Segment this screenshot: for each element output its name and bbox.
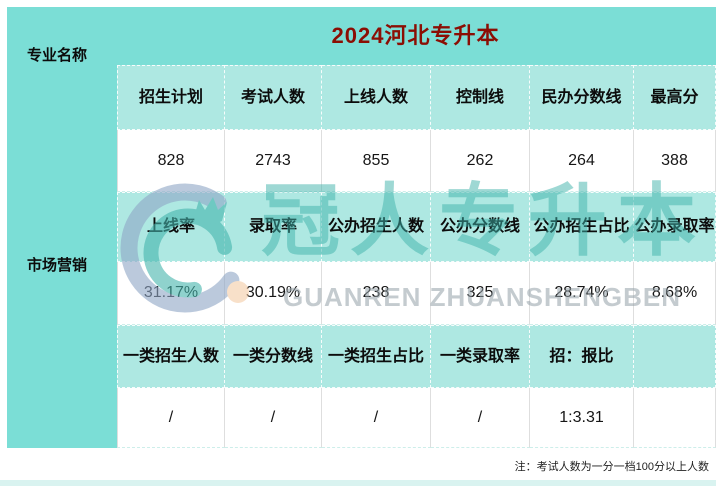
value-cell: 325 xyxy=(431,262,530,325)
column-title-major-name: 专业名称 xyxy=(27,47,88,64)
value-cell: 238 xyxy=(322,262,431,325)
header-cell: 上线率 xyxy=(117,192,225,262)
header-cell: 最高分 xyxy=(634,65,716,130)
page-title: 2024河北专升本 xyxy=(331,23,500,48)
major-name-label: 市场营销 xyxy=(27,257,88,274)
value-cell: 31.17% xyxy=(117,262,225,325)
header-cell: 招生计划 xyxy=(117,65,225,130)
header-cell: 一类招生占比 xyxy=(322,325,431,388)
header-cell: 考试人数 xyxy=(225,65,322,130)
value-cell: 262 xyxy=(431,130,530,192)
value-cell xyxy=(634,388,716,448)
header-cell xyxy=(634,325,716,388)
footnote: 注：考试人数为一分一档100分以上人数 xyxy=(514,461,709,473)
header-cell: 公办招生占比 xyxy=(530,192,634,262)
main-teal-panel: 2024河北专升本 专业名称 市场营销 招生计划 考试人数 上线人数 控制线 民… xyxy=(7,7,716,448)
value-cell: / xyxy=(431,388,530,448)
value-cell: 8.68% xyxy=(634,262,716,325)
value-cell: 30.19% xyxy=(225,262,322,325)
value-cell: 2743 xyxy=(225,130,322,192)
header-cell: 公办分数线 xyxy=(431,192,530,262)
value-cell: / xyxy=(117,388,225,448)
header-cell: 招：报比 xyxy=(530,325,634,388)
value-cell: 388 xyxy=(634,130,716,192)
value-cell: 264 xyxy=(530,130,634,192)
value-cell: 28.74% xyxy=(530,262,634,325)
header-cell: 控制线 xyxy=(431,65,530,130)
stats-table: 招生计划 考试人数 上线人数 控制线 民办分数线 最高分 828 2743 85… xyxy=(117,65,716,448)
header-cell: 公办录取率 xyxy=(634,192,716,262)
value-cell: 855 xyxy=(322,130,431,192)
header-cell: 一类分数线 xyxy=(225,325,322,388)
header-cell: 一类录取率 xyxy=(431,325,530,388)
value-cell: 828 xyxy=(117,130,225,192)
header-cell: 民办分数线 xyxy=(530,65,634,130)
value-cell: / xyxy=(225,388,322,448)
value-cell: / xyxy=(322,388,431,448)
header-cell: 公办招生人数 xyxy=(322,192,431,262)
bottom-accent-strip xyxy=(0,480,716,486)
header-cell: 录取率 xyxy=(225,192,322,262)
header-cell: 一类招生人数 xyxy=(117,325,225,388)
value-cell: 1:3.31 xyxy=(530,388,634,448)
header-cell: 上线人数 xyxy=(322,65,431,130)
